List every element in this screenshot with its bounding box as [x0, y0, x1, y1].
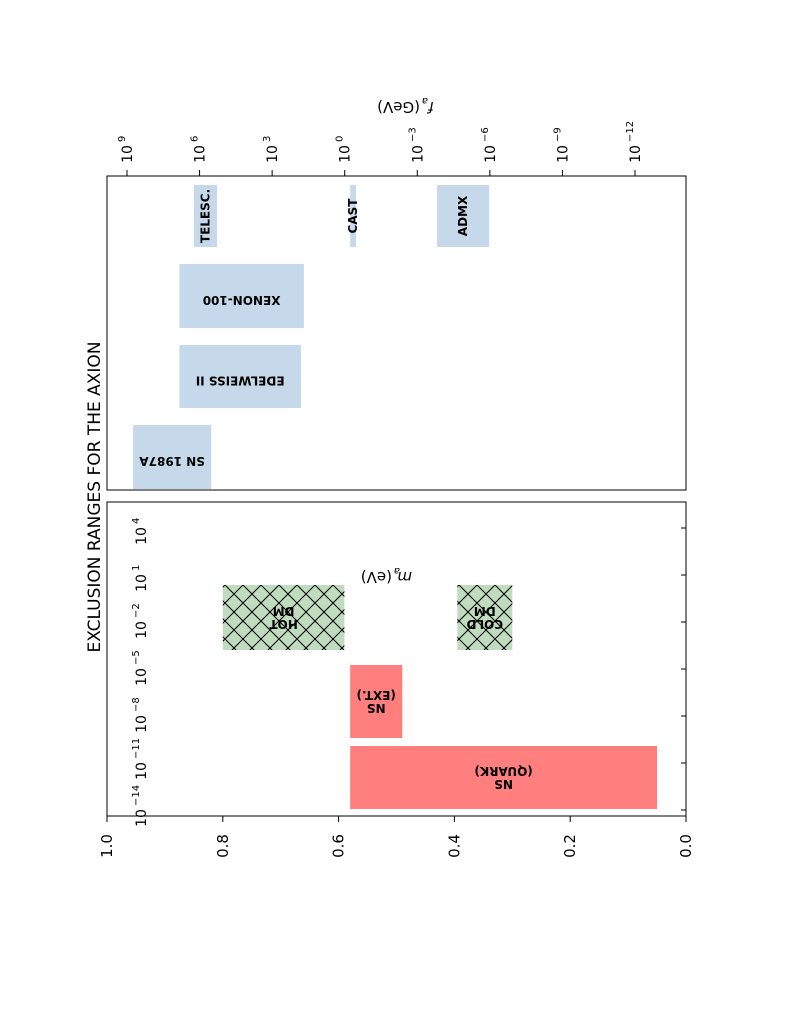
x-tick-base: 10 — [134, 621, 150, 639]
experiment-label: CAST — [346, 198, 360, 234]
x-tick-label: 10 4 — [131, 518, 150, 545]
astro-bar — [350, 746, 658, 809]
x-tick-label: 10−8 — [131, 697, 150, 733]
experiment-label: ADMX — [456, 195, 470, 236]
bar-label-line: NS — [367, 701, 386, 715]
x-tick-exp: 1 — [131, 565, 142, 571]
y-tick-label: 0.8 — [214, 834, 232, 858]
y-tick-label: 1.0 — [98, 834, 116, 858]
experiment-bar — [193, 185, 218, 247]
experiment-label: TELESC. — [198, 189, 212, 243]
cosmo-bar — [222, 585, 345, 650]
top-axis-label: f a (GeV) — [377, 95, 434, 116]
top-tick-exp: 0 — [335, 136, 346, 142]
x-tick-exp: −8 — [131, 697, 142, 712]
experiment-label: SN 1987A — [139, 454, 205, 468]
x-tick-base: 10 — [134, 574, 150, 592]
cosmo-bar — [457, 585, 513, 650]
top-tick-label: 10−12 — [625, 121, 644, 163]
x-axis-label-sub: a — [394, 565, 400, 576]
x-tick-base: 10 — [134, 527, 150, 545]
experiment-bar — [350, 185, 356, 247]
bar-label-line: HOT — [269, 617, 298, 631]
experiment-bar — [179, 264, 304, 328]
astro-label: NS(EXT.) — [357, 688, 396, 715]
x-tick-exp: −2 — [131, 603, 142, 618]
astro-bar — [350, 665, 403, 738]
y-tick-label: 0.4 — [445, 834, 463, 858]
top-tick-label: 10 6 — [190, 136, 209, 163]
bar-label-line: DM — [474, 604, 496, 618]
x-tick-base: 10 — [134, 809, 150, 827]
x-tick-label: 10−2 — [131, 603, 150, 639]
experiment-label: EDELWEISS II — [196, 374, 285, 388]
x-tick-label: 10−14 — [131, 785, 150, 827]
lower-panel-frame — [106, 501, 687, 817]
top-tick-base: 10 — [410, 145, 426, 163]
top-tick-base: 10 — [483, 145, 499, 163]
x-tick-base: 10 — [134, 762, 150, 780]
bar-label-line: (EXT.) — [357, 688, 396, 702]
experiment-bar — [179, 345, 301, 408]
upper-panel-frame — [106, 175, 687, 491]
x-axis-label: m a (eV) — [361, 565, 412, 586]
x-axis-label-unit: (eV) — [361, 568, 392, 586]
top-tick-base: 10 — [555, 145, 571, 163]
top-tick-label: 10 3 — [262, 136, 281, 163]
x-tick-base: 10 — [134, 668, 150, 686]
top-tick-label: 10−6 — [480, 127, 499, 163]
top-tick-exp: 9 — [117, 136, 128, 142]
x-tick-exp: −5 — [131, 650, 142, 665]
experiment-label: XENON-100 — [203, 293, 281, 307]
astro-label: NS(QUARK) — [474, 764, 532, 791]
bars-layer: SN 1987A EDELWEISS II XENON-100 TELESC. CAST… — [133, 185, 658, 809]
top-tick-label: 10 0 — [335, 136, 354, 163]
top-tick-base: 10 — [193, 145, 209, 163]
top-tick-exp: 3 — [262, 136, 273, 142]
top-tick-base: 10 — [628, 145, 644, 163]
top-tick-exp: −3 — [407, 127, 418, 142]
x-tick-exp: −11 — [131, 738, 142, 759]
top-tick-base: 10 — [265, 145, 281, 163]
top-axis-label-main: f — [426, 98, 434, 116]
x-axis-label-main: m — [397, 568, 412, 586]
x-tick-base: 10 — [134, 715, 150, 733]
bar-label-line: COLD — [466, 617, 503, 631]
top-tick-exp: 6 — [190, 136, 201, 142]
ticks-layer: 0.00.20.40.60.81.010410110−210−510−810−1… — [98, 121, 695, 858]
x-tick-label: 10 1 — [131, 565, 150, 592]
x-tick-exp: 4 — [131, 518, 142, 524]
x-tick-exp: −14 — [131, 785, 142, 806]
y-tick-label: 0.6 — [330, 834, 348, 858]
chart-title: EXCLUSION RANGES FOR THE AXION — [85, 341, 105, 652]
top-tick-label: 10−3 — [407, 127, 426, 163]
experiment-bar — [437, 185, 490, 247]
top-tick-label: 10−9 — [552, 127, 571, 163]
top-tick-base: 10 — [338, 145, 354, 163]
top-tick-exp: −6 — [480, 127, 491, 142]
top-tick-exp: −12 — [625, 121, 636, 142]
y-tick-label: 0.2 — [561, 834, 579, 858]
top-tick-exp: −9 — [552, 127, 563, 142]
bar-label-line: (QUARK) — [474, 764, 532, 778]
top-tick-label: 10 9 — [117, 136, 136, 163]
y-tick-label: 0.0 — [677, 834, 695, 858]
x-tick-label: 10−5 — [131, 650, 150, 686]
top-tick-base: 10 — [120, 145, 136, 163]
bar-label-line: DM — [273, 604, 295, 618]
experiment-bar — [133, 425, 212, 489]
top-axis-label-sub: a — [422, 95, 428, 106]
bar-label-line: NS — [494, 777, 513, 791]
top-axis-label-unit: (GeV) — [377, 98, 420, 116]
x-tick-label: 10−11 — [131, 738, 150, 780]
